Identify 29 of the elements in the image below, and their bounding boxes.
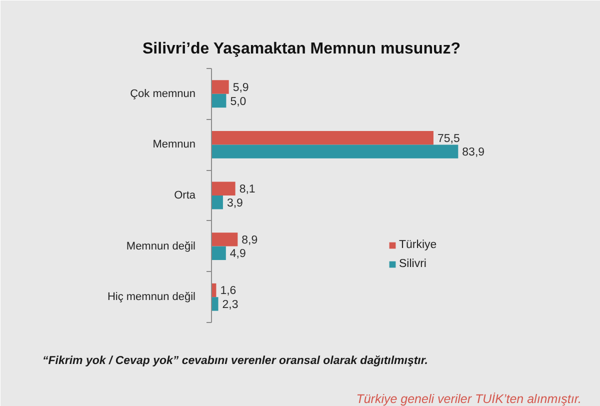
bar bbox=[212, 246, 226, 260]
y-tick-label: Hiç memnun değil bbox=[107, 291, 196, 304]
text: Türkiye geneli veriler TUİK’ten alınmıştır. bbox=[356, 392, 582, 406]
chart-title: Silivri’de Yaşamaktan Memnun musunuz? bbox=[142, 40, 461, 58]
data-label: 5,9 bbox=[232, 82, 249, 94]
bar bbox=[212, 232, 238, 246]
legend-label: Türkiye bbox=[399, 239, 437, 251]
data-label: 3,9 bbox=[226, 197, 243, 210]
bar bbox=[212, 196, 223, 210]
y-tick-label: Orta bbox=[174, 190, 196, 202]
data-label: 8,1 bbox=[239, 184, 256, 196]
y-tick-label: Memnun değil bbox=[126, 240, 196, 252]
bar bbox=[212, 80, 229, 94]
data-label: 75,5 bbox=[437, 132, 460, 145]
bar bbox=[212, 182, 236, 196]
bar bbox=[212, 297, 218, 311]
y-tick-label: Memnun bbox=[152, 138, 196, 151]
bar bbox=[212, 94, 226, 108]
data-label: 8,9 bbox=[242, 234, 258, 246]
text: “Fikrim yok / Cevap yok” cevabını verenler oransal olarak dağıtılmıştır. bbox=[42, 355, 428, 367]
data-label: 83,9 bbox=[462, 146, 485, 159]
bar bbox=[212, 144, 458, 158]
data-label: 2,3 bbox=[222, 298, 238, 311]
y-tick-label: Çok memnun bbox=[130, 88, 196, 100]
legend-label: Silivri bbox=[399, 258, 426, 270]
data-label: 5,0 bbox=[230, 96, 246, 108]
bar bbox=[212, 130, 434, 145]
data-label: 1,6 bbox=[220, 285, 236, 298]
data-label: 4,9 bbox=[230, 248, 246, 260]
